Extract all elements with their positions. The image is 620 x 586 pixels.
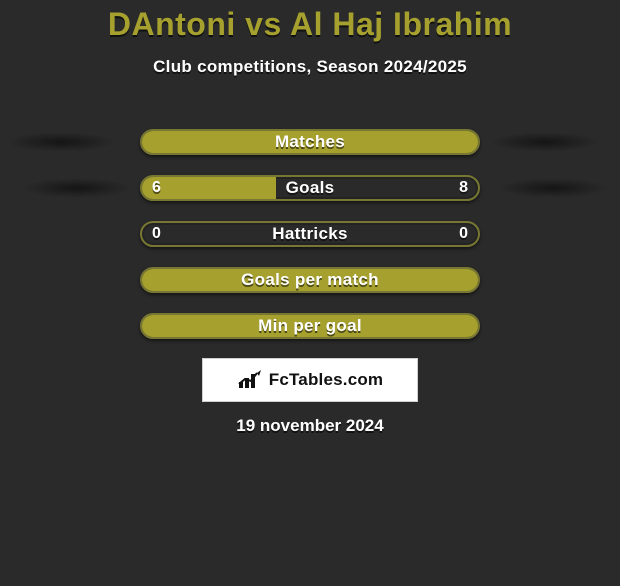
brand-badge: FcTables.com (202, 358, 418, 402)
stat-bar: Goals per match (140, 267, 480, 293)
page-title: DAntoni vs Al Haj Ibrahim (0, 6, 620, 43)
shadow-ellipse-right (498, 178, 608, 198)
brand-chart-icon (237, 370, 263, 390)
stat-value-right: 0 (459, 223, 468, 245)
stat-rows: Matches 68Goals 0 0Hattricks Goals per match… (0, 129, 620, 339)
stat-label: Hattricks (142, 223, 478, 245)
stat-bar-left-fill (142, 315, 478, 337)
stat-row: 0 0Hattricks (0, 221, 620, 247)
stat-bar-left-fill (142, 131, 478, 153)
stat-value-left: 0 (152, 223, 161, 245)
stat-bar: Min per goal (140, 313, 480, 339)
stat-row: 68Goals (0, 175, 620, 201)
shadow-ellipse-right (490, 132, 600, 152)
stat-row: Matches (0, 129, 620, 155)
subtitle: Club competitions, Season 2024/2025 (0, 57, 620, 77)
date-label: 19 november 2024 (0, 416, 620, 436)
stat-bar-left-fill (142, 177, 276, 199)
stat-row: Goals per match (0, 267, 620, 293)
stat-value-right: 8 (459, 177, 468, 199)
brand-text: FcTables.com (269, 370, 384, 390)
shadow-ellipse-left (22, 178, 132, 198)
stat-row: Min per goal (0, 313, 620, 339)
stat-bar: 0 0Hattricks (140, 221, 480, 247)
stat-bar: Matches (140, 129, 480, 155)
shadow-ellipse-left (6, 132, 116, 152)
stat-bar: 68Goals (140, 175, 480, 201)
stat-bar-left-fill (142, 269, 478, 291)
